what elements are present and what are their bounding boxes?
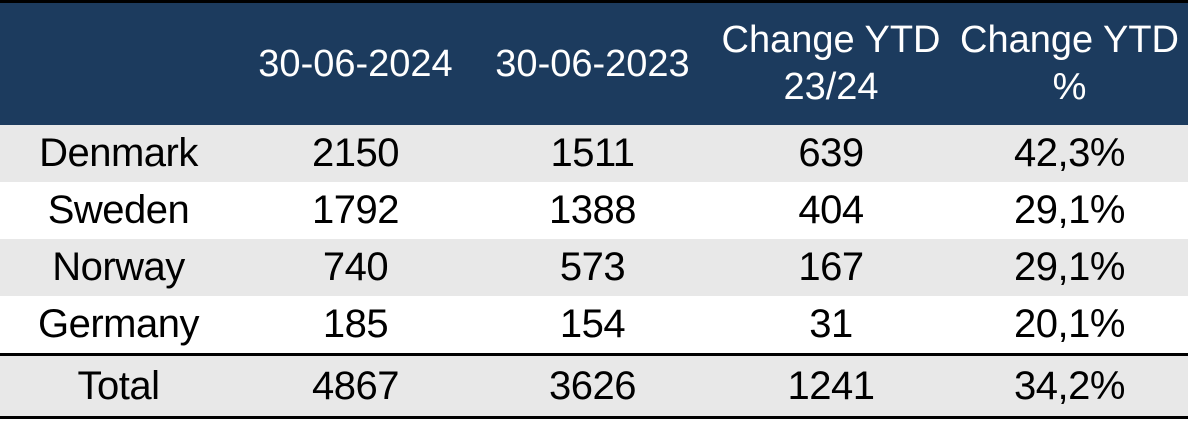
total-value: 3626 xyxy=(549,363,636,408)
total-value: 4867 xyxy=(312,363,399,408)
cell-value: 573 xyxy=(559,245,626,289)
cell-value: 31 xyxy=(809,302,853,346)
cell-value: 1511 xyxy=(550,131,635,175)
cell-value: 167 xyxy=(798,245,864,289)
total-value: 34,2% xyxy=(1014,363,1125,408)
column-header-change-pct: Change YTD % xyxy=(960,19,1179,108)
table-row-total: Total 4867 3626 1241 34,2% xyxy=(0,353,1188,419)
cell-value: 42,3% xyxy=(1014,131,1125,175)
total-value: 1241 xyxy=(787,363,875,408)
row-label: Sweden xyxy=(47,188,190,232)
table-row-norway: Norway 740 573 167 29,1% xyxy=(0,239,1188,296)
cell-value: 740 xyxy=(322,245,389,289)
cell-value: 185 xyxy=(322,302,389,346)
row-label: Denmark xyxy=(39,131,198,175)
cell-value: 2150 xyxy=(312,131,399,175)
cell-value: 29,1% xyxy=(1014,245,1125,289)
cell-value: 639 xyxy=(798,131,864,175)
table-row-denmark: Denmark 2150 1511 639 42,3% xyxy=(0,125,1188,182)
column-header-2024: 30-06-2024 xyxy=(258,42,453,85)
cell-value: 404 xyxy=(798,188,864,232)
total-label: Total xyxy=(77,363,161,408)
column-header-change-ytd: Change YTD 23/24 xyxy=(721,19,941,108)
table-header-row: 30-06-2024 30-06-2023 Change YTD 23/24 C… xyxy=(0,3,1188,125)
cell-value: 1792 xyxy=(312,188,399,232)
cell-value: 1388 xyxy=(549,188,636,232)
column-header-2023: 30-06-2023 xyxy=(495,42,690,85)
cell-value: 20,1% xyxy=(1014,302,1125,346)
table-row-sweden: Sweden 1792 1388 404 29,1% xyxy=(0,182,1188,239)
cell-value: 154 xyxy=(559,302,626,346)
cell-value: 29,1% xyxy=(1014,188,1125,232)
table-row-germany: Germany 185 154 31 20,1% xyxy=(0,296,1188,353)
row-label: Germany xyxy=(38,302,200,346)
row-label: Norway xyxy=(52,245,185,289)
